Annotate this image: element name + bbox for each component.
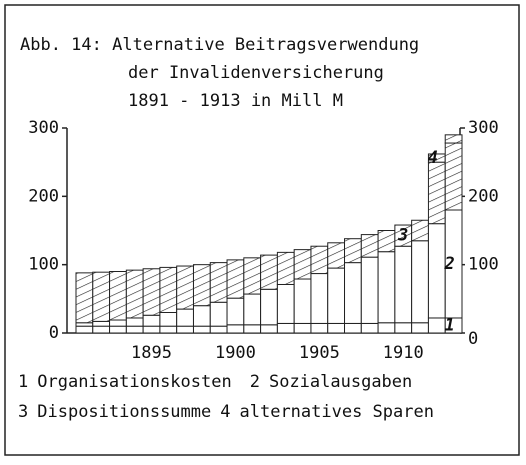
bar-segment <box>344 262 362 324</box>
bar-segment <box>243 257 262 295</box>
bar-segment <box>92 271 111 322</box>
bar-segment <box>109 319 127 327</box>
y2-tick-label: 200 <box>468 186 499 206</box>
bar-segment <box>327 242 346 269</box>
bar-segment <box>209 325 228 334</box>
chart-title: Abb. 14: Alternative Beitragsverwendung <box>20 35 419 55</box>
bar-segment <box>209 262 228 303</box>
bar-segment <box>260 254 278 290</box>
y2-tick-label: 300 <box>468 118 499 138</box>
y2-tick-label: 100 <box>468 255 499 275</box>
bar-segment <box>377 230 396 253</box>
bar-segment <box>109 325 127 334</box>
bar-segment <box>159 266 178 313</box>
bar-segment <box>310 245 329 275</box>
y2-tick-label: 0 <box>468 329 478 349</box>
bar-segment <box>159 312 178 327</box>
bar-segment <box>360 256 379 324</box>
bar-segment <box>260 324 278 334</box>
bar-segment <box>327 322 346 334</box>
bar-segment <box>192 305 211 327</box>
bar-segment <box>192 264 211 307</box>
bar-segment <box>226 297 245 326</box>
series-label: 3 <box>397 226 408 246</box>
bar-segment <box>411 240 429 324</box>
legend-name: Sozialausgaben <box>269 372 412 392</box>
y-tick-label: 0 <box>49 323 59 343</box>
bar-segment <box>344 322 362 334</box>
bar-segment <box>427 317 446 334</box>
bar-segment <box>176 265 194 310</box>
legend-name: Organisationskosten <box>37 372 231 392</box>
bar-segment <box>293 322 312 334</box>
bar-segment <box>159 325 178 334</box>
bar-segment <box>444 134 463 144</box>
bar-segment <box>176 325 194 334</box>
legend-entry: 3 Dispositionssumme 4 alternatives Sparen <box>18 402 434 422</box>
bar-segment <box>377 322 396 334</box>
bar-segment <box>92 320 111 327</box>
bar-segment <box>125 269 144 319</box>
bar-segment <box>310 322 329 334</box>
bar-segment <box>209 301 228 327</box>
bar-segment <box>444 142 463 211</box>
bar-segment <box>75 322 94 327</box>
bar-segment <box>243 324 262 334</box>
y-tick-label: 300 <box>28 118 59 138</box>
legend-label: 2 <box>250 372 260 392</box>
bar-segment <box>142 268 161 316</box>
y-tick-label: 100 <box>28 255 59 275</box>
bar-segment <box>360 322 379 334</box>
bar-segment <box>142 325 161 334</box>
x-tick-label: 1895 <box>131 343 172 363</box>
bar-segment <box>243 293 262 326</box>
bar-segment <box>226 324 245 334</box>
x-tick-label: 1910 <box>383 343 424 363</box>
bar-segment <box>260 288 278 326</box>
legend-name: alternatives Sparen <box>240 402 434 422</box>
chart-title: 1891 - 1913 in Mill M <box>128 91 343 111</box>
bar-segment <box>411 219 429 242</box>
bar-segment <box>92 325 111 334</box>
bar-segment <box>344 238 362 264</box>
bar-segment <box>377 251 396 324</box>
bar-segment <box>276 283 295 324</box>
bar-segment <box>109 271 127 321</box>
legend-name: Dispositionssumme <box>37 402 211 422</box>
bar-segment <box>394 245 413 324</box>
legend-entry: 1 Organisationskosten 2 Sozialausgaben <box>18 372 412 392</box>
bar-segment <box>125 325 144 334</box>
bar-segment <box>75 325 94 334</box>
y-tick-label: 200 <box>28 186 59 206</box>
bar-segment <box>427 223 446 319</box>
bar-segment <box>327 267 346 324</box>
series-label: 4 <box>428 148 438 168</box>
bar-segment <box>276 251 295 285</box>
bar-segment <box>276 322 295 334</box>
bar-segment <box>293 249 312 280</box>
bar-segment <box>226 259 245 299</box>
series-label: 2 <box>443 254 454 274</box>
bar-segment <box>125 317 144 327</box>
bar-segment <box>75 272 94 324</box>
legend-label: 4 <box>220 402 230 422</box>
bar-segment <box>411 322 429 334</box>
x-tick-label: 1905 <box>299 343 340 363</box>
bar-segment <box>310 273 329 324</box>
bar-segment <box>176 308 194 327</box>
bar-segment <box>394 322 413 334</box>
bar-segment <box>427 161 446 225</box>
frame <box>4 4 520 456</box>
series-label: 1 <box>444 315 454 335</box>
chart-title: der Invalidenversicherung <box>128 63 384 83</box>
legend-label: 3 <box>18 402 28 422</box>
bar-segment <box>360 234 379 258</box>
bar-segment <box>293 278 312 324</box>
x-tick-label: 1900 <box>215 343 256 363</box>
bar-segment <box>142 314 161 327</box>
bar-segment <box>192 325 211 334</box>
legend-label: 1 <box>18 372 28 392</box>
